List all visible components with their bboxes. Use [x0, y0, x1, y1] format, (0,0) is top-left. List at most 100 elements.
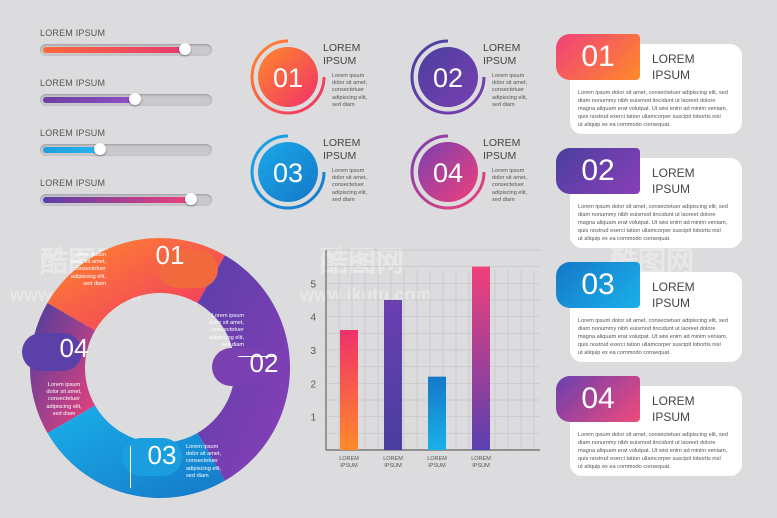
- card-number-tab: 02: [556, 148, 640, 194]
- card-title: LOREM: [652, 52, 695, 66]
- circle-text: Lorem ipsum: [492, 73, 525, 79]
- circle-text: dolor sit amet,: [492, 80, 528, 87]
- circle-title: LOREM: [323, 42, 361, 54]
- x-tick-label: IPSUM: [472, 463, 490, 469]
- slider-fill: [43, 97, 136, 103]
- card-number: 03: [581, 268, 615, 301]
- card-number-tab: 04: [556, 376, 640, 422]
- ring-text: sed diam: [83, 280, 106, 287]
- circle-text: consectetuer: [332, 87, 365, 94]
- circle-title: LOREM: [323, 137, 361, 149]
- ring-tab: [158, 250, 218, 288]
- card-title: IPSUM: [652, 182, 691, 196]
- card-number: 02: [581, 154, 615, 187]
- card-title: IPSUM: [652, 410, 691, 424]
- circle-title: LOREM: [483, 42, 521, 54]
- y-tick-label: 1: [310, 413, 316, 424]
- slider-track[interactable]: [40, 143, 212, 156]
- slider-track[interactable]: [40, 43, 212, 56]
- circle-text: adipiscing elit,: [492, 94, 528, 101]
- ring-text: adipiscing elit,: [46, 403, 82, 410]
- circle-arc: [410, 39, 486, 115]
- ring-tab: [122, 438, 182, 476]
- slider-label: LOREM IPSUM: [40, 78, 106, 88]
- circle-text: consectetuer: [492, 87, 525, 94]
- card-text: magna aliquam erat volutpat. Ut wisi eni…: [578, 106, 728, 112]
- bar: [340, 330, 358, 450]
- circle-number: 03: [273, 158, 303, 188]
- circle-disc: [258, 47, 318, 107]
- circle-title: IPSUM: [323, 150, 357, 162]
- circle-text: dolor sit amet,: [332, 175, 368, 182]
- circle-number: 04: [433, 158, 463, 188]
- slider-knob[interactable]: [179, 43, 191, 55]
- x-tick-label: LOREM: [471, 456, 491, 462]
- ring-tab: [212, 348, 272, 386]
- slider-fill: [43, 197, 192, 203]
- ring-text: consectetuer: [211, 327, 244, 334]
- circle-disc: [258, 142, 318, 202]
- card-text: ut aliquip ex ea commodo consequat.: [578, 350, 671, 356]
- bar: [428, 376, 446, 450]
- circle-text: adipiscing elit,: [492, 189, 528, 196]
- card-text: quis nostrud exerci tation ullamcorper s…: [578, 114, 721, 120]
- ring-number: 01: [155, 240, 185, 270]
- card-text: magna aliquam erat volutpat. Ut wisi eni…: [578, 448, 728, 454]
- circle-text: sed diam: [332, 196, 355, 203]
- circle-text: adipiscing elit,: [332, 94, 368, 101]
- circle-title: LOREM: [483, 137, 521, 149]
- circle-disc: [418, 47, 478, 107]
- ring-text: Lorem ipsum: [47, 382, 81, 388]
- ring-text: dolor sit amet,: [208, 320, 244, 327]
- card-number-tab: 03: [556, 262, 640, 308]
- circle-title: IPSUM: [483, 150, 517, 162]
- card-text: magna aliquam erat volutpat. Ut wisi eni…: [578, 334, 728, 340]
- circle-arc: [250, 134, 326, 210]
- slider-knob[interactable]: [129, 93, 141, 105]
- card-text: diam nonummy nibh euismod tincidunt ut l…: [578, 98, 716, 104]
- circle-arc: [410, 134, 486, 210]
- card-text: diam nonummy nibh euismod tincidunt ut l…: [578, 326, 716, 332]
- slider-track[interactable]: [40, 93, 212, 106]
- circle-text: consectetuer: [492, 182, 525, 189]
- slider-label: LOREM IPSUM: [40, 128, 106, 138]
- ring-diagram: [22, 238, 290, 498]
- circle-text: dolor sit amet,: [332, 80, 368, 87]
- ring-text: adipiscing elit,: [208, 334, 244, 341]
- slider-fill: [43, 47, 186, 53]
- ring-number: 03: [147, 440, 177, 470]
- x-tick-label: LOREM: [427, 456, 447, 462]
- watermark: 酷图网: [320, 246, 405, 277]
- slider-knob[interactable]: [94, 143, 106, 155]
- x-tick-label: IPSUM: [340, 463, 358, 469]
- ring-text: consectetuer: [73, 266, 106, 273]
- y-tick-label: 3: [310, 346, 316, 357]
- circle-number: 02: [433, 63, 463, 93]
- x-tick-label: IPSUM: [428, 463, 446, 469]
- card-title: LOREM: [652, 166, 695, 180]
- card-text: Lorem ipsum dolor sit amet, consectetuer…: [578, 90, 728, 96]
- slider-track[interactable]: [40, 193, 212, 206]
- ring-text: Lorem ipsum: [211, 313, 244, 319]
- bar: [384, 300, 402, 450]
- bar-chart: 12345LOREMIPSUMLOREMIPSUMLOREMIPSUMLOREM…: [310, 249, 540, 469]
- circle-text: Lorem ipsum: [492, 168, 525, 174]
- card-number-tab: 01: [556, 34, 640, 80]
- x-tick-label: IPSUM: [384, 463, 402, 469]
- slider-knob[interactable]: [185, 193, 197, 205]
- circle-title: IPSUM: [323, 55, 357, 67]
- circle-text: sed diam: [492, 101, 515, 108]
- y-tick-label: 2: [310, 379, 316, 390]
- ring-text: sed diam: [52, 410, 76, 417]
- circle-text: sed diam: [332, 101, 355, 108]
- card-text: quis nostrud exerci tation ullamcorper s…: [578, 456, 721, 462]
- circle-text: adipiscing elit,: [332, 189, 368, 196]
- circle-text: Lorem ipsum: [332, 168, 365, 174]
- slider-label: LOREM IPSUM: [40, 28, 106, 38]
- ring-text: consectetuer: [47, 396, 81, 403]
- y-tick-label: 5: [310, 279, 316, 290]
- card-number: 04: [581, 382, 615, 415]
- ring-text: sed diam: [186, 472, 209, 479]
- ring-text: dolor sit amet,: [70, 259, 106, 266]
- x-tick-label: LOREM: [339, 456, 359, 462]
